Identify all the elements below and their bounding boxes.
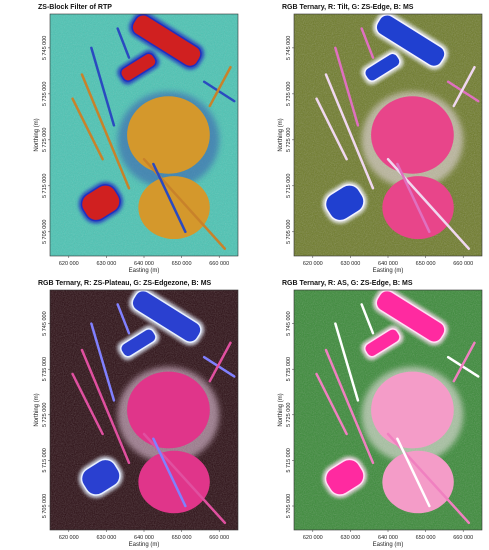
y-tick-label: 5 725 000	[286, 128, 292, 152]
x-tick-label: 650 000	[172, 261, 192, 267]
y-axis-label: Northing (m)	[34, 393, 40, 426]
x-tick-label: 630 000	[340, 261, 360, 267]
y-tick-label: 5 735 000	[42, 357, 48, 381]
y-tick-label: 5 725 000	[286, 403, 292, 427]
x-tick-label: 640 000	[378, 535, 398, 541]
panel-title: RGB Ternary, R: AS, G: ZS-Edge, B: MS	[282, 280, 413, 287]
x-axis-label: Easting (m)	[129, 268, 160, 274]
x-tick-label: 650 000	[172, 535, 192, 541]
y-tick-label: 5 705 000	[42, 494, 48, 518]
map-panel: ZS-Block Filter of RTP 620 000 630 000 640 …	[34, 4, 238, 274]
anomaly	[371, 96, 454, 173]
y-tick-label: 5 735 000	[42, 82, 48, 106]
x-axis-label: Easting (m)	[373, 268, 404, 274]
x-tick-label: 620 000	[303, 535, 323, 541]
page: ZS-Block Filter of RTP 620 000 630 000 640 …	[0, 0, 489, 550]
y-tick-label: 5 725 000	[42, 403, 48, 427]
y-tick-label: 5 735 000	[286, 357, 292, 381]
map-panel: RGB Ternary, R: AS, G: ZS-Edge, B: MS 620…	[278, 280, 482, 548]
x-tick-label: 640 000	[378, 261, 398, 267]
map-image	[50, 283, 238, 530]
x-tick-label: 630 000	[96, 535, 116, 541]
x-tick-label: 640 000	[134, 535, 154, 541]
x-axis-label: Easting (m)	[373, 542, 404, 548]
x-tick-label: 660 000	[209, 261, 229, 267]
y-tick-label: 5 715 000	[42, 448, 48, 472]
y-tick-label: 5 715 000	[42, 174, 48, 198]
x-tick-label: 620 000	[303, 261, 323, 267]
anomaly	[371, 372, 454, 449]
x-tick-label: 660 000	[453, 535, 473, 541]
y-tick-label: 5 745 000	[42, 36, 48, 60]
y-tick-label: 5 745 000	[286, 36, 292, 60]
panel-title: ZS-Block Filter of RTP	[38, 4, 112, 11]
y-axis-label: Northing (m)	[34, 118, 40, 151]
anomaly	[127, 372, 210, 449]
x-tick-label: 630 000	[96, 261, 116, 267]
x-tick-label: 620 000	[59, 535, 79, 541]
map-panel: RGB Ternary, R: ZS-Plateau, G: ZS-Edgezo…	[34, 280, 238, 548]
anomaly	[127, 96, 210, 173]
map-image	[50, 7, 238, 256]
map-image	[294, 283, 482, 530]
x-tick-label: 630 000	[340, 535, 360, 541]
x-axis-label: Easting (m)	[129, 542, 160, 548]
y-tick-label: 5 745 000	[286, 311, 292, 335]
y-tick-label: 5 705 000	[286, 494, 292, 518]
x-tick-label: 620 000	[59, 261, 79, 267]
y-tick-label: 5 705 000	[286, 220, 292, 244]
y-tick-label: 5 705 000	[42, 220, 48, 244]
x-tick-label: 660 000	[453, 261, 473, 267]
map-image	[294, 7, 482, 256]
panel-title: RGB Ternary, R: Tilt, G: ZS-Edge, B: MS	[282, 4, 414, 11]
panel-title: RGB Ternary, R: ZS-Plateau, G: ZS-Edgezo…	[38, 280, 212, 287]
x-tick-label: 650 000	[416, 535, 436, 541]
y-tick-label: 5 715 000	[286, 448, 292, 472]
y-axis-label: Northing (m)	[278, 118, 284, 151]
x-tick-label: 640 000	[134, 261, 154, 267]
y-axis-label: Northing (m)	[278, 393, 284, 426]
x-tick-label: 650 000	[416, 261, 436, 267]
x-tick-label: 660 000	[209, 535, 229, 541]
figure: ZS-Block Filter of RTP 620 000 630 000 640 …	[0, 0, 489, 550]
y-tick-label: 5 735 000	[286, 82, 292, 106]
y-tick-label: 5 745 000	[42, 311, 48, 335]
map-panel: RGB Ternary, R: Tilt, G: ZS-Edge, B: MS 6…	[278, 4, 482, 274]
y-tick-label: 5 715 000	[286, 174, 292, 198]
y-tick-label: 5 725 000	[42, 128, 48, 152]
